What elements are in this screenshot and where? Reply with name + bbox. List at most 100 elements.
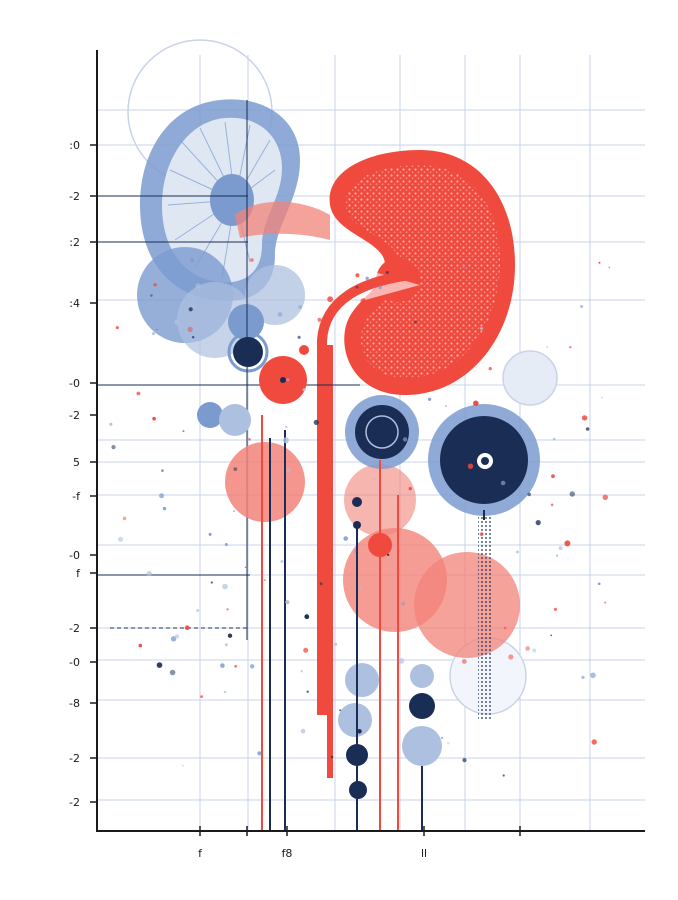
y-tick-label: -2 xyxy=(69,796,80,809)
speckle-dot xyxy=(365,276,369,280)
speckle-dot xyxy=(317,317,322,322)
red-kidney-illustration xyxy=(329,150,515,395)
speckle-dot xyxy=(146,571,152,577)
y-tick-label: -0 xyxy=(69,549,80,562)
speckle-dot xyxy=(250,664,255,669)
speckle-dot xyxy=(117,536,124,542)
speckle-dot xyxy=(525,646,530,651)
y-tick-label: :2 xyxy=(69,236,80,249)
y-tick-label: 5 xyxy=(73,456,80,469)
kidney-connector xyxy=(235,201,330,240)
speckle-dot xyxy=(285,425,288,429)
speckle-dot xyxy=(373,478,376,481)
speckle-dot xyxy=(188,307,193,312)
speckle-dot xyxy=(462,265,465,269)
y-tick-label: -2 xyxy=(69,190,80,203)
speckle-dot xyxy=(516,550,519,554)
speckle-dot xyxy=(248,438,251,441)
speckle-dot xyxy=(444,404,448,408)
speckle-dot xyxy=(303,647,309,653)
speckle-dot xyxy=(282,437,289,444)
y-tick-label: -0 xyxy=(69,656,80,669)
speckle-dot xyxy=(285,600,290,605)
speckle-dot xyxy=(604,601,607,604)
speckle-dot xyxy=(385,271,389,274)
speckle-dot xyxy=(187,326,193,333)
speckle-dot xyxy=(262,384,267,389)
speckle-dot xyxy=(608,266,611,269)
speckle-dot xyxy=(150,294,153,297)
speckle-dot xyxy=(174,634,180,639)
speckle-dot xyxy=(297,335,301,339)
speckle-dot xyxy=(227,633,233,638)
blue-kidney-illustration xyxy=(137,99,305,373)
speckle-dot xyxy=(264,579,266,581)
speckle-dot xyxy=(550,503,554,507)
speckle-dot xyxy=(473,400,479,407)
speckle-dot xyxy=(408,487,412,491)
speckle-dot xyxy=(414,320,417,324)
x-tick-label: f8 xyxy=(282,847,293,860)
speckle-dot xyxy=(553,607,558,612)
speckle-dot xyxy=(598,261,601,264)
speckle-dot xyxy=(244,566,247,569)
speckle-dot xyxy=(355,273,360,278)
speckle-dot xyxy=(257,751,262,756)
speckle-dot xyxy=(597,582,601,586)
speckle-dot xyxy=(254,340,257,343)
speckle-dot xyxy=(343,536,349,541)
speckle-dot xyxy=(590,672,596,679)
speckle-dot xyxy=(401,601,406,606)
speckle-dot xyxy=(558,546,563,551)
speckle-dot xyxy=(334,642,338,646)
speckle-dot xyxy=(220,663,225,668)
speckle-dot xyxy=(300,728,306,734)
speckle-dot xyxy=(508,654,514,660)
speckle-dot xyxy=(302,388,306,392)
speckle-dot xyxy=(182,430,185,433)
speckle-dot xyxy=(115,326,119,330)
speckle-dot xyxy=(546,346,548,348)
speckle-dot xyxy=(153,283,157,287)
speckle-dot xyxy=(250,258,254,262)
speckle-dot xyxy=(298,305,302,309)
speckle-dot xyxy=(195,283,202,289)
speckle-dot xyxy=(556,554,559,557)
speckle-dot xyxy=(500,480,506,486)
speckle-dot xyxy=(286,467,291,473)
speckle-dot xyxy=(280,560,284,563)
y-tick-label: -8 xyxy=(69,697,80,710)
speckle-dot xyxy=(300,670,303,673)
speckle-dot xyxy=(339,709,342,712)
speckle-dot xyxy=(467,463,474,469)
speckle-dot xyxy=(234,664,238,668)
y-tick-label: -2 xyxy=(69,409,80,422)
speckle-dot xyxy=(304,614,310,620)
speckle-dot xyxy=(286,378,290,382)
speckle-dot xyxy=(159,493,165,499)
x-axis-ticks: f f8 ll xyxy=(198,826,521,860)
speckle-dot xyxy=(223,690,227,694)
ureter-tube xyxy=(317,270,411,715)
speckle-dot xyxy=(378,285,383,290)
speckle-dot xyxy=(480,327,483,330)
speckle-dot xyxy=(233,510,235,512)
speckle-dot xyxy=(184,625,190,630)
y-tick-label: -0 xyxy=(69,377,80,390)
speckle-dot xyxy=(208,532,212,536)
speckle-dot xyxy=(552,437,556,441)
speckle-dot xyxy=(488,598,491,601)
circle-cluster xyxy=(197,345,540,799)
y-tick-label: f xyxy=(76,567,81,580)
speckle-dots xyxy=(109,258,611,777)
axes xyxy=(96,50,645,832)
speckle-dot xyxy=(355,285,359,289)
speckle-dot xyxy=(462,758,467,763)
speckle-dot xyxy=(319,582,323,586)
speckle-dot xyxy=(255,323,258,326)
y-tick-label: :0 xyxy=(69,139,80,152)
speckle-dot xyxy=(551,474,555,479)
speckle-dot xyxy=(162,506,167,511)
speckle-dot xyxy=(447,742,450,745)
speckle-dot xyxy=(398,658,405,664)
